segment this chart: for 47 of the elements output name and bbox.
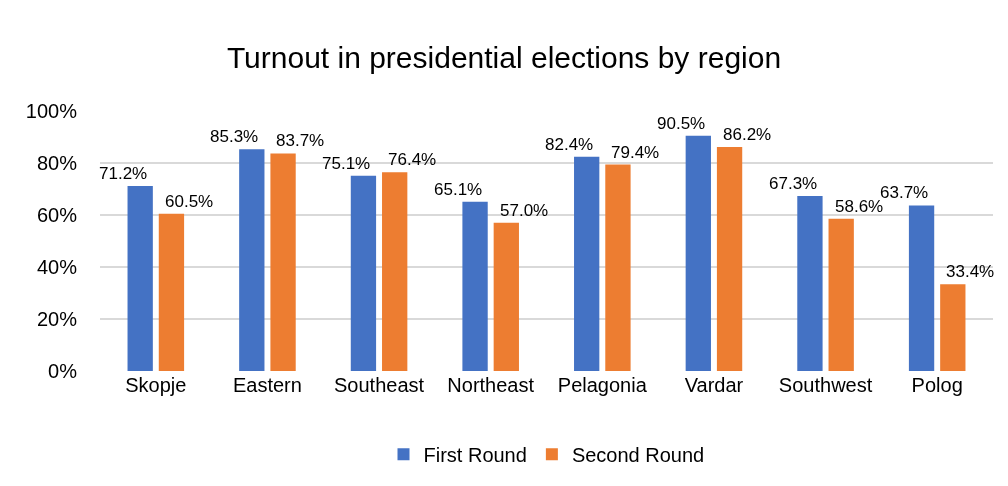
y-tick-label: 80% [36,152,78,174]
y-tick-label: 20% [36,308,78,330]
x-tick-label: Skopje [125,374,187,396]
bar [270,153,296,371]
bar [493,222,519,371]
legend-label: First Round [423,444,527,466]
bar [908,205,935,371]
data-label: 76.4% [388,150,437,169]
bar [350,175,377,371]
data-label: 79.4% [611,143,660,162]
bar [716,146,743,371]
x-tick-label: Southwest [778,374,873,396]
data-label: 90.5% [657,114,706,133]
data-label: 33.4% [946,262,995,281]
bar [685,135,711,371]
y-tick-label: 60% [36,204,78,226]
bar [239,149,265,371]
legend-label: Second Round [571,444,705,466]
bar [158,213,185,371]
bar [828,218,854,371]
data-label: 83.7% [276,131,325,150]
bar [797,196,823,371]
x-tick-label: Pelagonia [557,374,648,396]
data-label: 85.3% [210,127,259,146]
y-tick-label: 100% [25,100,78,122]
data-label: 60.5% [165,192,214,211]
data-label: 86.2% [723,125,772,144]
bar [382,172,408,371]
data-label: 82.4% [545,135,594,154]
x-tick-label: Northeast [447,374,535,396]
data-label: 67.3% [769,174,818,193]
y-tick-label: 0% [48,360,78,382]
bar [940,284,966,371]
chart-title: Turnout in presidential elections by region [226,40,782,74]
x-tick-label: Southeast [334,374,425,396]
bar [462,201,488,371]
x-tick-label: Polog [911,374,963,396]
data-label: 65.1% [434,180,483,199]
bar [605,164,631,371]
x-tick-label: Eastern [232,374,302,396]
x-tick-label: Vardar [684,374,744,396]
data-label: 57.0% [500,201,549,220]
y-tick-label: 40% [36,256,78,278]
data-label: 71.2% [99,164,148,183]
data-label: 75.1% [322,154,371,173]
bar [127,185,153,371]
bar [574,156,600,371]
